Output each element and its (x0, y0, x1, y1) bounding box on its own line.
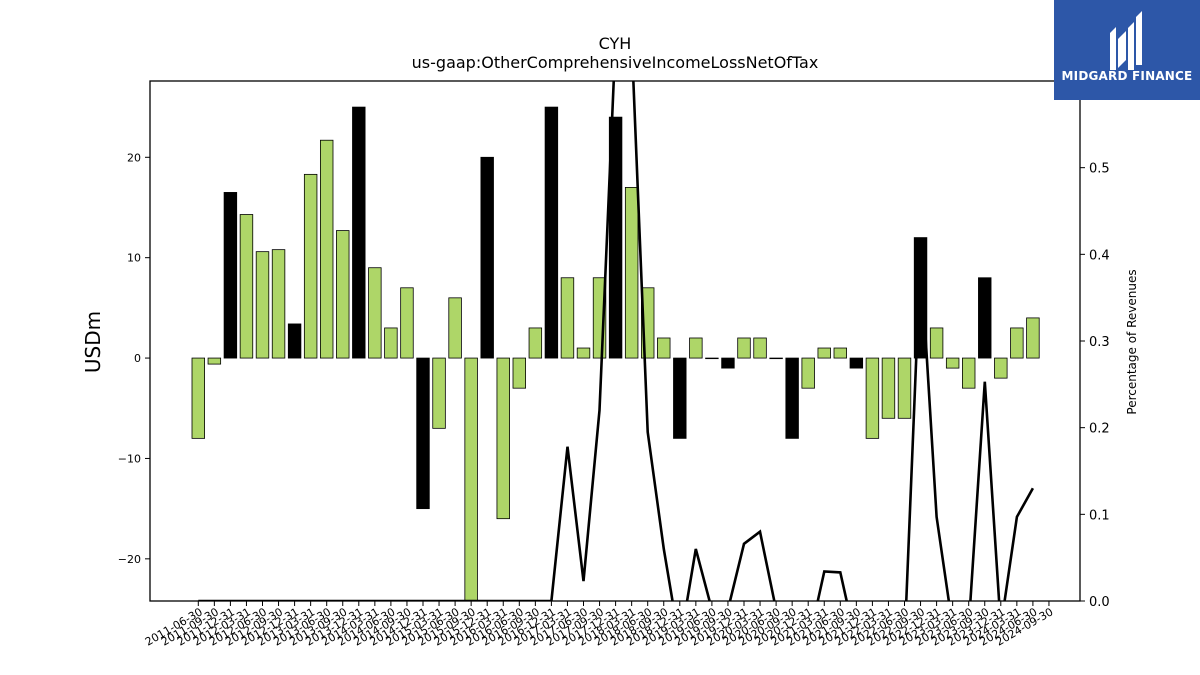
bar (480, 156, 494, 359)
bar (384, 327, 398, 359)
bar (368, 267, 382, 359)
y2-axis-label: Percentage of Revenues (1125, 269, 1139, 414)
bar (319, 139, 334, 359)
bar (1026, 317, 1040, 359)
bar (400, 287, 414, 359)
bar (897, 357, 912, 419)
bar (817, 347, 831, 359)
bar (929, 327, 944, 359)
bar-series (191, 106, 1040, 602)
bar (528, 327, 543, 359)
bar (336, 230, 350, 359)
bar (994, 357, 1008, 379)
bar (512, 357, 527, 389)
logo: MIDGARD FINANCE (1054, 0, 1200, 100)
bar (560, 277, 575, 359)
bar (576, 347, 591, 359)
y-tick-label: 0 (134, 352, 141, 365)
bar (432, 357, 446, 429)
bar (753, 337, 767, 359)
chart-title: CYH (599, 34, 632, 53)
bar (464, 357, 478, 602)
y-tick-label: −10 (118, 452, 141, 465)
bar (287, 323, 302, 359)
bar (945, 357, 960, 369)
bar (705, 357, 719, 360)
bar (785, 357, 799, 439)
y2-tick-label: 0.4 (1089, 248, 1110, 263)
y2-tick-label: 0.0 (1089, 595, 1110, 610)
bar (223, 192, 238, 359)
bar (207, 357, 222, 365)
bar (303, 173, 318, 359)
y-tick-label: 20 (127, 151, 141, 164)
chart-subtitle: us-gaap:OtherComprehensiveIncomeLossNetO… (412, 53, 819, 72)
logo-text: MIDGARD FINANCE (1061, 69, 1193, 83)
bar (833, 347, 848, 359)
bar (689, 337, 703, 359)
bar (657, 337, 671, 359)
midgard-logo-icon (1054, 0, 1200, 100)
bar (416, 357, 430, 510)
bar (849, 357, 864, 369)
bar (255, 251, 270, 359)
y2-tick-label: 0.2 (1089, 422, 1110, 437)
bar (865, 357, 880, 439)
bar (448, 297, 462, 359)
y2-tick-label: 0.3 (1089, 335, 1110, 350)
y-axis-label: USDm (81, 311, 105, 373)
bar (978, 277, 992, 359)
bar (1010, 327, 1024, 359)
bar (608, 116, 623, 359)
bar (544, 106, 559, 359)
y2-tick-label: 0.1 (1089, 508, 1110, 523)
bar (239, 214, 254, 359)
bar (352, 106, 366, 359)
bar (271, 249, 286, 359)
bar (881, 357, 896, 419)
bar (801, 357, 815, 389)
bar (962, 357, 976, 389)
bar (737, 337, 751, 359)
bar (191, 357, 206, 439)
bar (769, 357, 783, 360)
bar (673, 357, 687, 439)
y-tick-label: −20 (118, 553, 141, 566)
bar (721, 357, 735, 369)
y2-tick-label: 0.5 (1089, 162, 1110, 177)
bar (624, 187, 639, 359)
bar (496, 357, 510, 520)
y-tick-label: 10 (127, 252, 141, 265)
